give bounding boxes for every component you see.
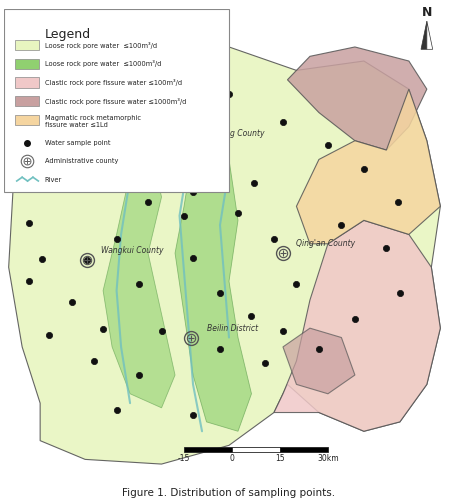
Polygon shape [274,220,440,432]
FancyBboxPatch shape [184,447,232,452]
Text: River: River [44,177,62,183]
Text: Figure 1. Distribution of sampling points.: Figure 1. Distribution of sampling point… [122,488,336,498]
Text: 15: 15 [275,454,285,463]
Text: Suiling County: Suiling County [209,129,264,138]
Text: -15: -15 [178,454,190,463]
Polygon shape [296,89,440,244]
Polygon shape [162,56,251,432]
FancyBboxPatch shape [16,115,39,125]
Text: Clastic rock pore fissure water ≤100m³/d: Clastic rock pore fissure water ≤100m³/d [44,79,182,86]
Text: Legend: Legend [44,28,91,41]
FancyBboxPatch shape [280,447,328,452]
Polygon shape [94,66,175,408]
FancyBboxPatch shape [4,10,229,192]
Text: Loose rock pore water  ≤100m³/d: Loose rock pore water ≤100m³/d [44,42,157,48]
Polygon shape [283,328,355,394]
Polygon shape [288,47,427,150]
FancyBboxPatch shape [16,58,39,69]
Text: fissure water ≤1Ld: fissure water ≤1Ld [44,122,108,128]
Text: Magmatic rock metamorphic: Magmatic rock metamorphic [44,115,141,121]
Text: Clastic rock pore fissure water ≤1000m³/d: Clastic rock pore fissure water ≤1000m³/… [44,98,186,105]
FancyBboxPatch shape [16,78,39,88]
FancyBboxPatch shape [16,96,39,106]
Polygon shape [427,21,433,50]
Text: Water sample point: Water sample point [44,140,110,145]
Text: 0: 0 [229,454,234,463]
Text: 30km: 30km [317,454,339,463]
FancyBboxPatch shape [16,40,39,50]
Text: Administrative county: Administrative county [44,158,118,164]
Text: Wangkui County: Wangkui County [101,246,164,255]
Text: Beilin District: Beilin District [207,324,258,332]
Polygon shape [9,47,440,464]
Text: Qing'an County: Qing'an County [296,239,355,248]
FancyBboxPatch shape [232,447,280,452]
Text: N: N [422,6,432,19]
Polygon shape [421,21,427,50]
Text: Loose rock pore water  ≤1000m³/d: Loose rock pore water ≤1000m³/d [44,60,161,68]
